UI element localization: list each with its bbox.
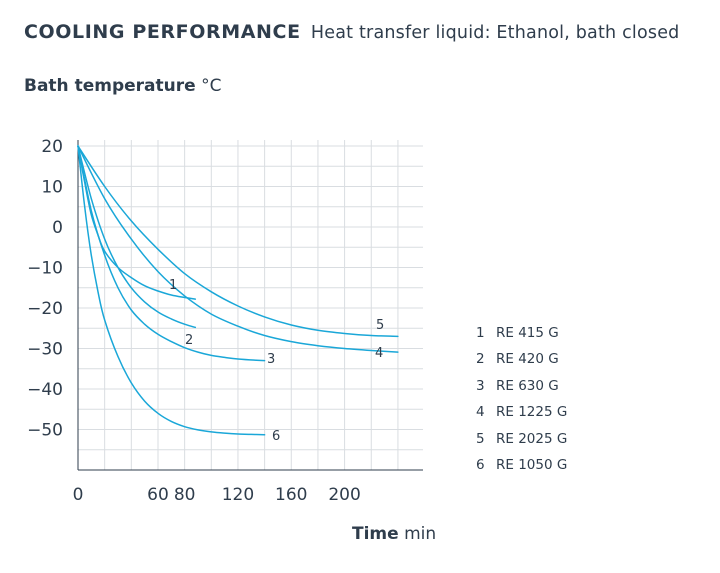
- chart-legend: 1 RE 415 G 2 RE 420 G 3 RE 630 G 4 RE 1225 G 5 RE…: [476, 324, 567, 482]
- series-line-4: [77, 145, 399, 353]
- legend-series-name: RE 1225 G: [496, 404, 568, 421]
- legend-item: 1 RE 415 G: [476, 324, 567, 350]
- legend-series-name: RE 415 G: [496, 325, 559, 341]
- y-axis-label: Bath temperature °C: [24, 76, 221, 96]
- legend-number: 3: [476, 377, 485, 394]
- y-tick-label: −10: [27, 259, 63, 279]
- x-tick-label: 200: [328, 485, 360, 505]
- series-line-3: [77, 145, 266, 362]
- y-tick-label: −50: [27, 421, 63, 441]
- legend-series-name: RE 630 G: [496, 377, 559, 394]
- chart-grid: [78, 140, 423, 470]
- y-tick-label: −20: [27, 299, 63, 319]
- y-axis-title: Bath temperature: [24, 76, 196, 96]
- legend-series-name: RE 2025 G: [496, 430, 568, 447]
- legend-number: 5: [476, 430, 485, 447]
- legend-number: 6: [476, 456, 485, 473]
- x-tick-label: 0: [73, 485, 84, 505]
- x-axis-unit: min: [404, 524, 437, 544]
- legend-item: 3 RE 630 G: [476, 377, 567, 403]
- legend-item: 6 RE 1050 G: [476, 456, 567, 482]
- chart-title: COOLING PERFORMANCE Heat transfer liquid…: [24, 21, 679, 43]
- x-tick-label: 120: [222, 485, 254, 505]
- chart-axes: [77, 140, 423, 471]
- y-tick-label: 10: [41, 178, 63, 198]
- chart-series: [77, 145, 399, 436]
- x-tick-label: 160: [275, 485, 307, 505]
- legend-number: 4: [476, 404, 485, 421]
- y-tick-label: −30: [27, 340, 63, 360]
- y-tick-label: 20: [41, 137, 63, 157]
- y-tick-label: −40: [27, 380, 63, 400]
- y-axis-unit: °C: [201, 76, 222, 96]
- legend-series-name: RE 420 G: [496, 351, 559, 368]
- legend-item: 2 RE 420 G: [476, 350, 567, 376]
- series-line-2: [77, 145, 197, 329]
- x-axis-title: Time: [352, 524, 399, 544]
- curve-label-2: 2: [185, 333, 193, 348]
- curve-label-5: 5: [376, 318, 384, 333]
- legend-number: 1: [476, 325, 485, 341]
- chart-curve-labels: 1 2 3 4 5 6: [169, 278, 384, 444]
- legend-number: 2: [476, 351, 485, 368]
- series-line-5: [77, 145, 399, 338]
- x-axis-label: Time min: [352, 524, 436, 544]
- series-line-6: [77, 145, 266, 436]
- series-line-1: [77, 145, 197, 300]
- x-tick-label: 80: [174, 485, 196, 505]
- y-tick-label: 0: [52, 218, 63, 238]
- chart-title-main: COOLING PERFORMANCE: [24, 21, 301, 43]
- legend-series-name: RE 1050 G: [496, 456, 568, 473]
- curve-label-4: 4: [375, 346, 383, 361]
- chart-ticks: 20 10 0 −10 −20 −30 −40 −50 0 60 80 120 160 200: [27, 137, 361, 505]
- legend-item: 5 RE 2025 G: [476, 430, 567, 456]
- x-tick-label: 60: [147, 485, 169, 505]
- curve-label-6: 6: [272, 429, 280, 444]
- legend-item: 4 RE 1225 G: [476, 403, 567, 429]
- chart-subtitle: Heat transfer liquid: Ethanol, bath clos…: [310, 23, 680, 43]
- curve-label-3: 3: [267, 352, 275, 367]
- curve-label-1: 1: [169, 278, 177, 293]
